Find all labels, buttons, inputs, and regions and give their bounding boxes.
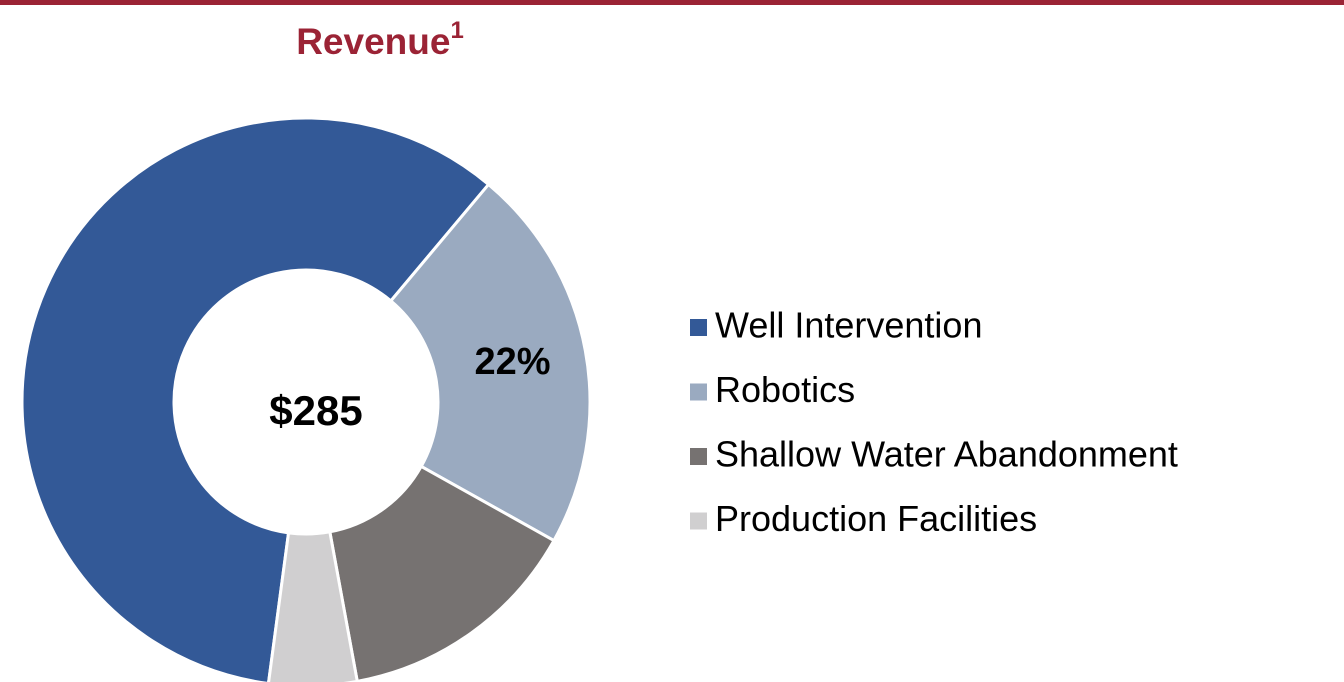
donut-slice [328, 464, 556, 682]
legend-swatch [690, 383, 707, 401]
chart-title-group: Revenue1 [296, 17, 464, 61]
top-rule [0, 0, 1344, 5]
legend-label: Production Facilities [715, 498, 1037, 539]
donut-slice [267, 530, 359, 682]
donut-slice [388, 182, 592, 543]
center-label: $285 [269, 387, 362, 434]
legend-swatch [690, 448, 707, 465]
title-superscript: 1 [450, 17, 463, 44]
donut-slice [20, 116, 491, 682]
legend-label: Robotics [715, 369, 855, 410]
data-label: 22% [475, 341, 551, 383]
legend-swatch [690, 512, 707, 530]
legend-label: Shallow Water Abandonment [715, 434, 1178, 475]
legend-swatch [690, 319, 707, 336]
chart-title: Revenue [296, 21, 450, 62]
legend-label: Well Intervention [715, 305, 982, 346]
